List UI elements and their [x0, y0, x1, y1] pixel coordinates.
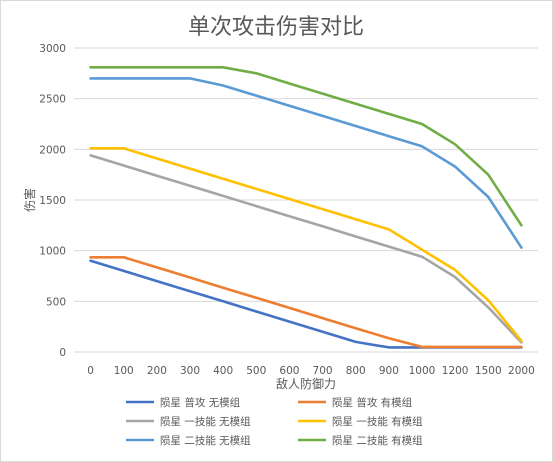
y-axis-ticks: 0 500 1000 1500 2000 2500 3000 [39, 43, 66, 359]
x-tick-label: 600 [279, 365, 299, 377]
x-tick-label: 200 [147, 365, 167, 377]
legend-label: 陨星 一技能 无模组 [160, 415, 251, 428]
x-tick-label: 1500 [475, 365, 502, 377]
x-axis-ticks: 0 100 200 300 400 500 600 700 800 900 1000 1200 1500… [87, 365, 535, 377]
series-lines [89, 66, 523, 349]
series-line-3 [89, 154, 523, 344]
legend-label: 陨星 普攻 无模组 [160, 396, 241, 409]
y-tick-label: 3000 [39, 43, 66, 55]
legend-item: 陨星 一技能 无模组 [126, 415, 251, 428]
series-line-2 [89, 255, 523, 349]
y-tick-label: 2500 [39, 94, 66, 106]
x-tick-label: 800 [346, 365, 366, 377]
x-tick-label: 900 [379, 365, 399, 377]
y-axis-label: 伤害 [22, 188, 37, 212]
series-line-1 [89, 259, 523, 349]
legend-item: 陨星 普攻 无模组 [126, 396, 241, 409]
legend-item: 陨星 普攻 有模组 [298, 396, 413, 409]
x-tick-label: 100 [114, 365, 134, 377]
y-tick-label: 1000 [39, 246, 66, 258]
legend-label: 陨星 普攻 有模组 [332, 396, 413, 409]
gridlines [74, 47, 538, 353]
legend-item: 陨星 一技能 有模组 [298, 415, 423, 428]
y-tick-label: 500 [46, 296, 66, 308]
series-line-4 [89, 147, 523, 343]
legend-label: 陨星 二技能 有模组 [332, 434, 423, 447]
legend-label: 陨星 二技能 无模组 [160, 434, 251, 447]
legend-item: 陨星 二技能 有模组 [298, 434, 423, 447]
x-tick-label: 1200 [442, 365, 469, 377]
x-tick-label: 400 [213, 365, 233, 377]
y-tick-label: 1500 [39, 195, 66, 207]
series-line-5 [89, 77, 523, 249]
y-tick-label: 2000 [39, 144, 66, 156]
legend-item: 陨星 二技能 无模组 [126, 434, 251, 447]
chart-title: 单次攻击伤害对比 [188, 15, 364, 40]
x-tick-label: 500 [246, 365, 266, 377]
x-tick-label: 700 [313, 365, 333, 377]
series-line-6 [89, 66, 523, 227]
x-tick-label: 2000 [508, 365, 535, 377]
y-tick-label: 0 [59, 347, 66, 359]
legend-label: 陨星 一技能 有模组 [332, 415, 423, 428]
x-tick-label: 300 [180, 365, 200, 377]
x-tick-label: 0 [87, 365, 94, 377]
x-tick-label: 1000 [409, 365, 436, 377]
x-axis-label: 敌人防御力 [276, 376, 336, 391]
